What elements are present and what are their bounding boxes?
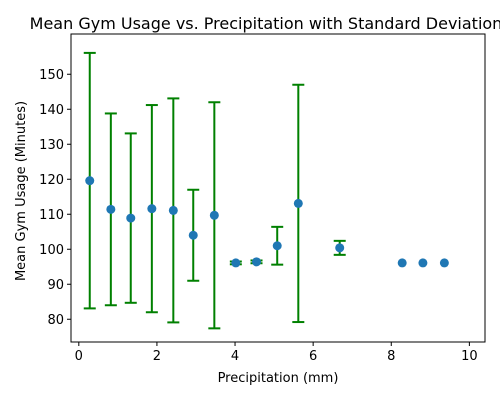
chart-title: Mean Gym Usage vs. Precipitation with St… [30, 14, 500, 33]
data-point [439, 258, 449, 268]
x-tick-label: 2 [153, 349, 161, 364]
plot-area: 0 2 4 6 8 10 80 90 100 110 120 130 140 150 [39, 33, 486, 364]
x-tick-label: 8 [387, 349, 395, 364]
y-tick-label: 130 [39, 138, 64, 153]
data-point [293, 198, 303, 208]
data-point [188, 230, 198, 240]
y-tick-label: 150 [39, 68, 64, 83]
y-tick-label: 140 [39, 103, 64, 118]
y-tick-label: 100 [39, 243, 64, 258]
data-point [209, 210, 219, 220]
x-tick-label: 0 [75, 349, 83, 364]
x-tick-label: 4 [231, 349, 239, 364]
y-tick-label: 90 [47, 278, 64, 293]
y-tick-label: 110 [39, 208, 64, 223]
data-point [126, 213, 136, 223]
data-point [168, 205, 178, 215]
data-point [272, 241, 282, 251]
y-tick-label: 120 [39, 173, 64, 188]
data-point [418, 258, 428, 268]
data-point [106, 204, 116, 214]
y-axis-label: Mean Gym Usage (Minutes) [14, 101, 29, 281]
data-point [252, 257, 262, 267]
data-point [147, 204, 157, 214]
x-axis-ticks: 0 2 4 6 8 10 [75, 342, 478, 364]
axes-frame [70, 33, 486, 343]
y-axis-ticks: 80 90 100 110 120 130 140 150 [39, 68, 71, 328]
x-axis-label: Precipitation (mm) [218, 371, 339, 386]
data-point [85, 176, 95, 186]
data-point [397, 258, 407, 268]
data-point [231, 258, 241, 268]
x-tick-label: 6 [309, 349, 317, 364]
y-tick-label: 80 [47, 313, 64, 328]
data-point [335, 243, 345, 253]
x-tick-label: 10 [461, 349, 478, 364]
data-points [85, 176, 449, 268]
error-bars [83, 51, 346, 330]
